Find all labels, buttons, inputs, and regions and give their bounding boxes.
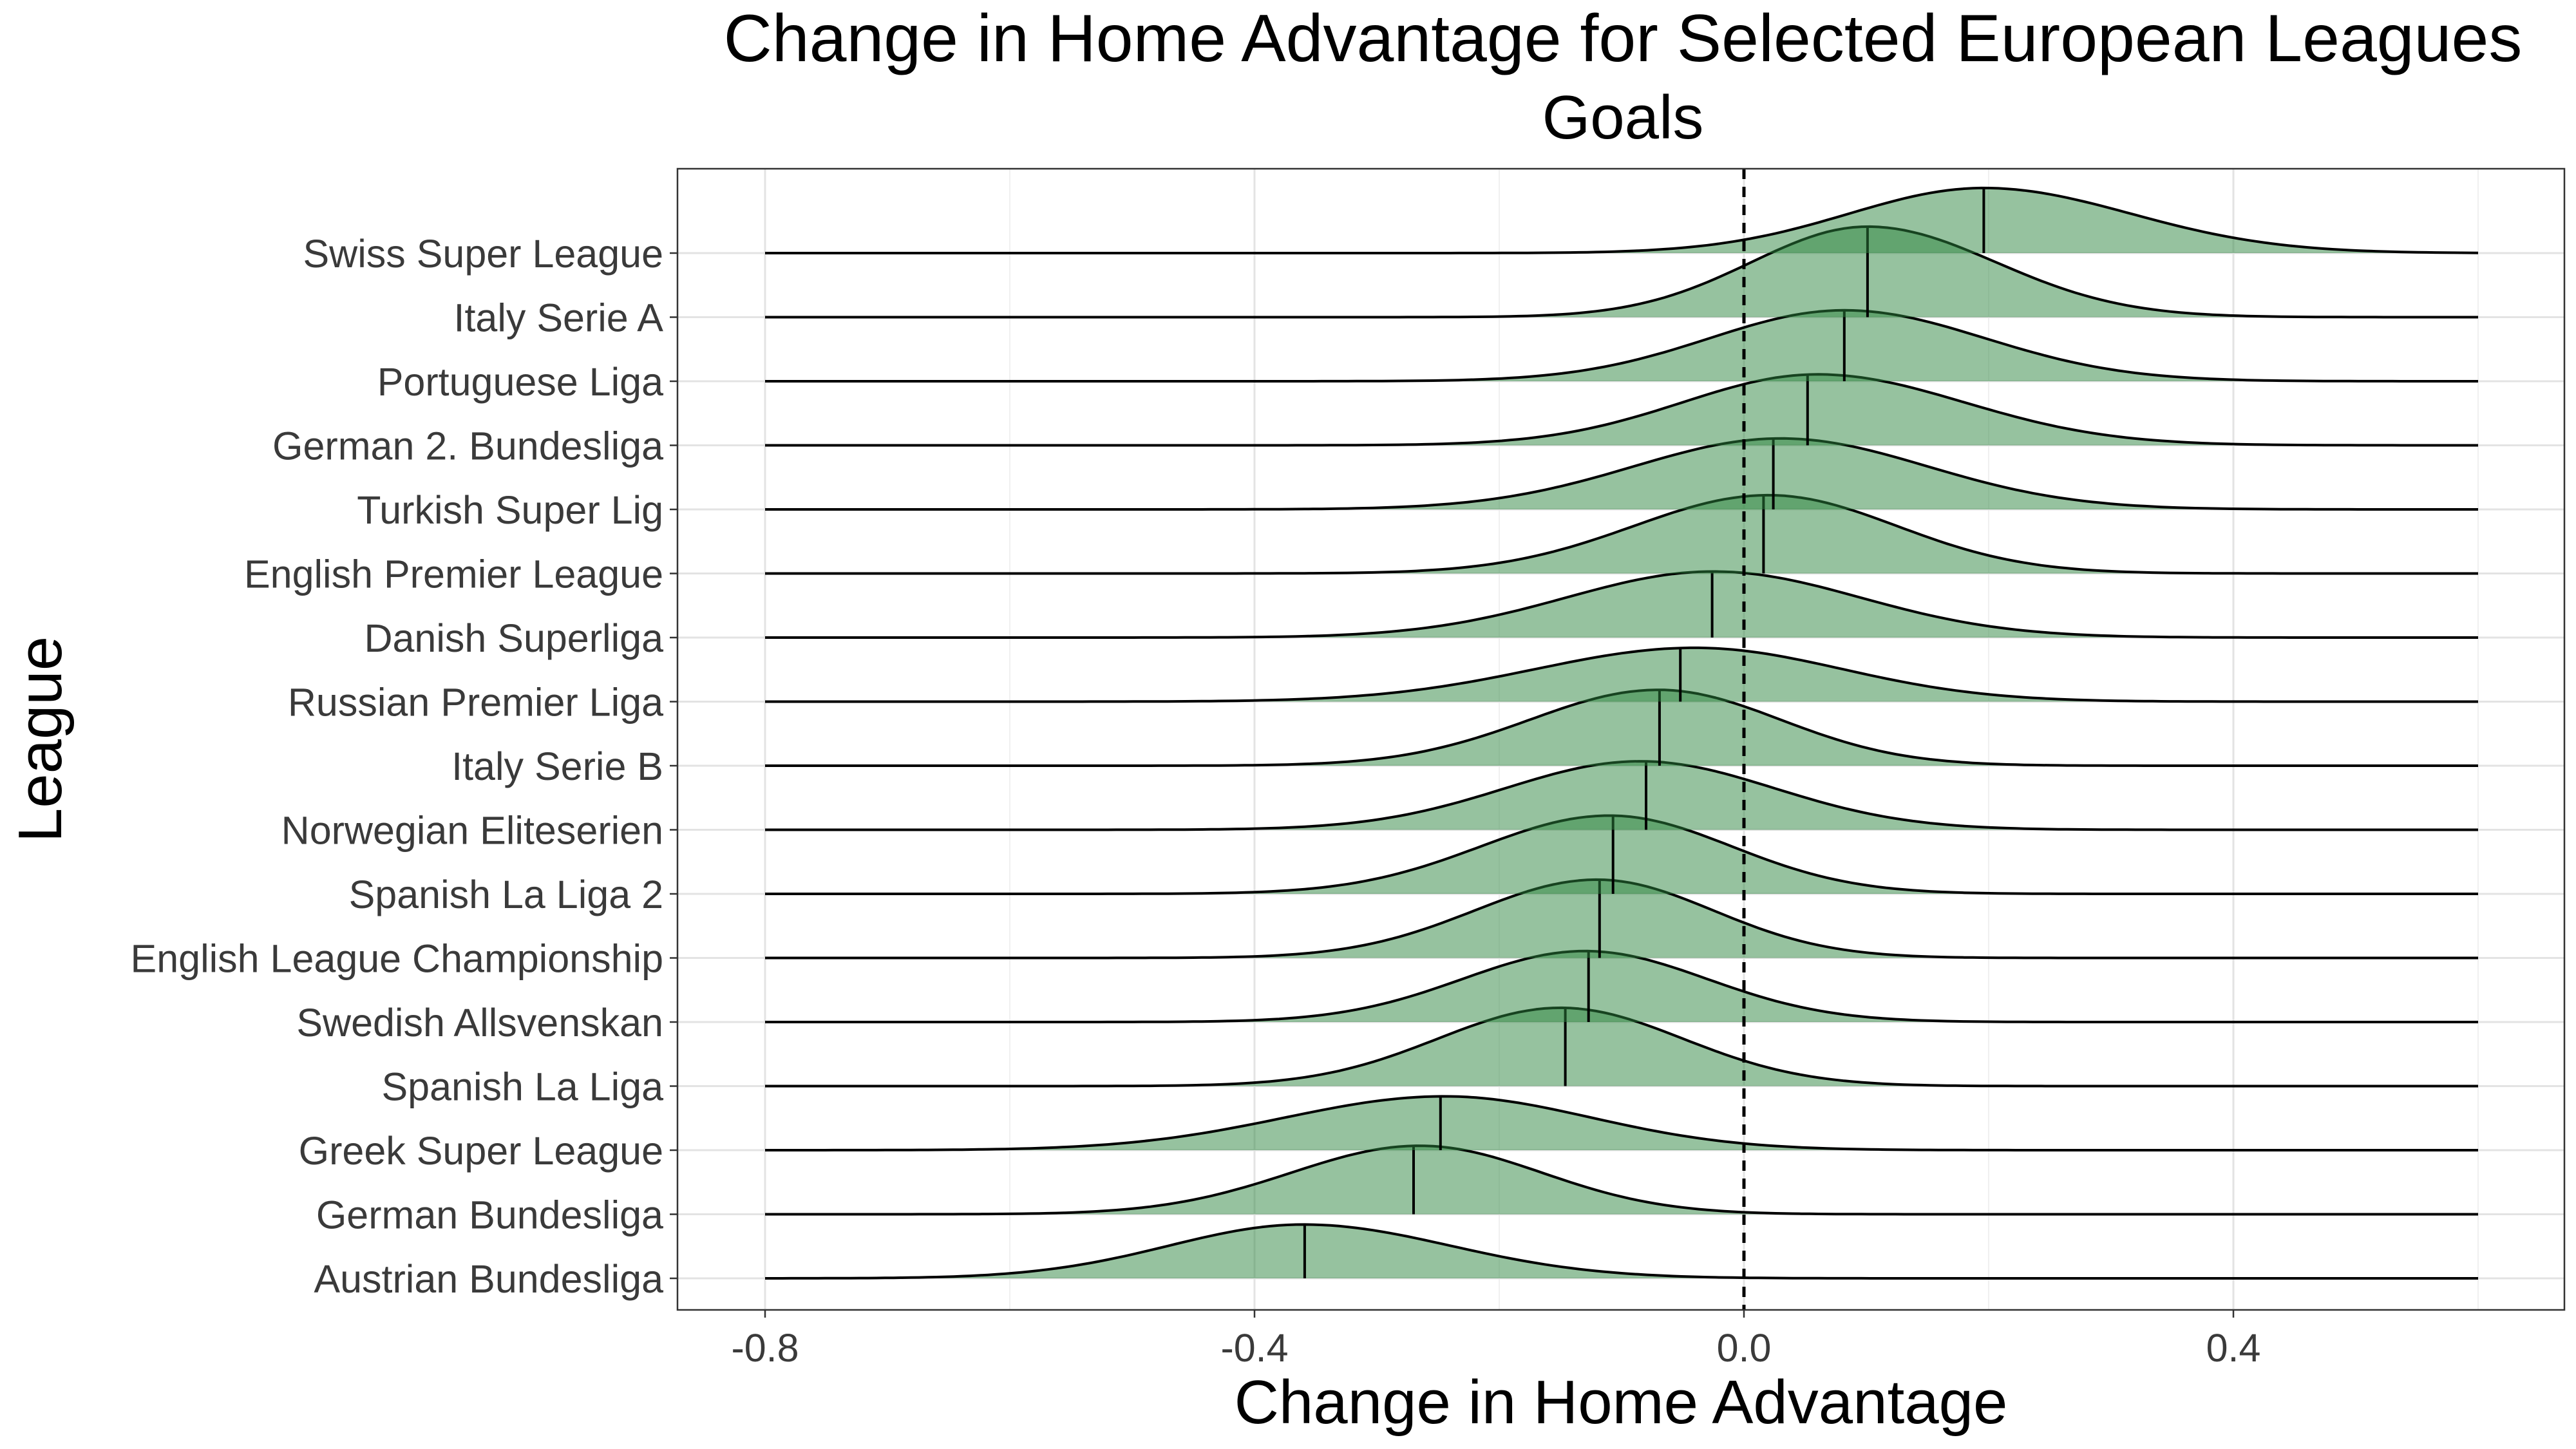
ridge-norwegian-eliteserien [765,760,2478,831]
ridge-turkish-super-lig [765,437,2478,511]
ridge-outline [765,186,2479,254]
ridge-outline [765,1223,2478,1280]
ridge-swiss-super-league [765,186,2479,254]
ridge-area [765,951,2478,1022]
ridge-portuguese-liga [765,308,2478,383]
ridge-area [765,1146,2478,1215]
ridge-area [765,438,2478,509]
ridge-area [765,187,2478,253]
y-tick-label: Swedish Allsvenskan [296,1001,663,1045]
ridge-area [765,374,2478,446]
y-axis-ticks: Swiss Super League Italy Serie A Portugues… [131,232,677,1301]
ridge-german-2-bundesliga [765,373,2478,447]
y-tick-label: Italy Serie B [451,744,663,788]
ridges [765,186,2479,1280]
y-tick-label: Spanish La Liga [381,1065,663,1109]
ridge-russian-premier-liga [765,646,2478,703]
ridge-outline [765,646,2478,703]
y-tick-label: German 2. Bundesliga [272,424,663,468]
ridge-area [765,495,2478,574]
ridge-outline [765,373,2478,447]
chart-title: Change in Home Advantage for Selected Eu… [724,1,2523,76]
x-tick-label: -0.4 [1220,1326,1288,1370]
ridge-outline [765,437,2478,511]
ridge-area [765,1224,2478,1278]
y-tick-label: Italy Serie A [454,296,664,340]
y-tick-label: Danish Superliga [364,616,663,660]
ridge-outline [765,570,2478,639]
ridge-german-bundesliga [765,1144,2478,1216]
ridge-area [765,879,2478,958]
x-axis-ticks: -0.8 -0.4 0.0 0.4 [731,1310,2260,1370]
ridge-area [765,226,2478,317]
ridge-swedish-allsvenskan [765,949,2478,1023]
ridge-outline [765,225,2478,319]
chart-subtitle: Goals [1542,83,1704,152]
y-tick-label: Greek Super League [299,1129,663,1173]
ridge-area [765,310,2478,381]
ridge-austrian-bundesliga [765,1223,2478,1280]
ridge-area [765,571,2478,638]
ridge-danish-superliga [765,570,2478,639]
y-tick-label: Turkish Super Lig [357,488,663,532]
ridge-area [765,647,2478,702]
y-tick-label: Austrian Bundesliga [314,1257,663,1301]
ridge-area [765,1007,2478,1086]
panel-border [676,167,2566,1311]
ridge-area [765,690,2478,766]
x-tick-label: -0.8 [731,1326,799,1370]
x-axis-title: Change in Home Advantage [1235,1368,2008,1437]
y-tick-label: German Bundesliga [316,1193,663,1237]
ridge-area [765,815,2478,894]
y-tick-label: Portuguese Liga [377,360,663,404]
ridge-area [765,761,2478,830]
x-tick-label: 0.4 [2206,1326,2261,1370]
x-tick-label: 0.0 [1717,1326,1772,1370]
y-tick-label: Norwegian Eliteserien [281,809,663,853]
ridge-outline [765,493,2478,575]
ridge-outline [765,1144,2478,1216]
ridge-greek-super-league [765,1095,2478,1151]
y-tick-label: English League Championship [131,937,663,981]
y-tick-label: Swiss Super League [303,232,663,276]
ridge-outline [765,1095,2478,1151]
y-axis-title: League [6,636,75,842]
ridge-area [765,1096,2478,1150]
ridge-outline [765,308,2478,383]
y-tick-label: English Premier League [244,553,663,596]
y-tick-label: Russian Premier Liga [288,681,663,724]
y-tick-label: Spanish La Liga 2 [349,873,663,916]
